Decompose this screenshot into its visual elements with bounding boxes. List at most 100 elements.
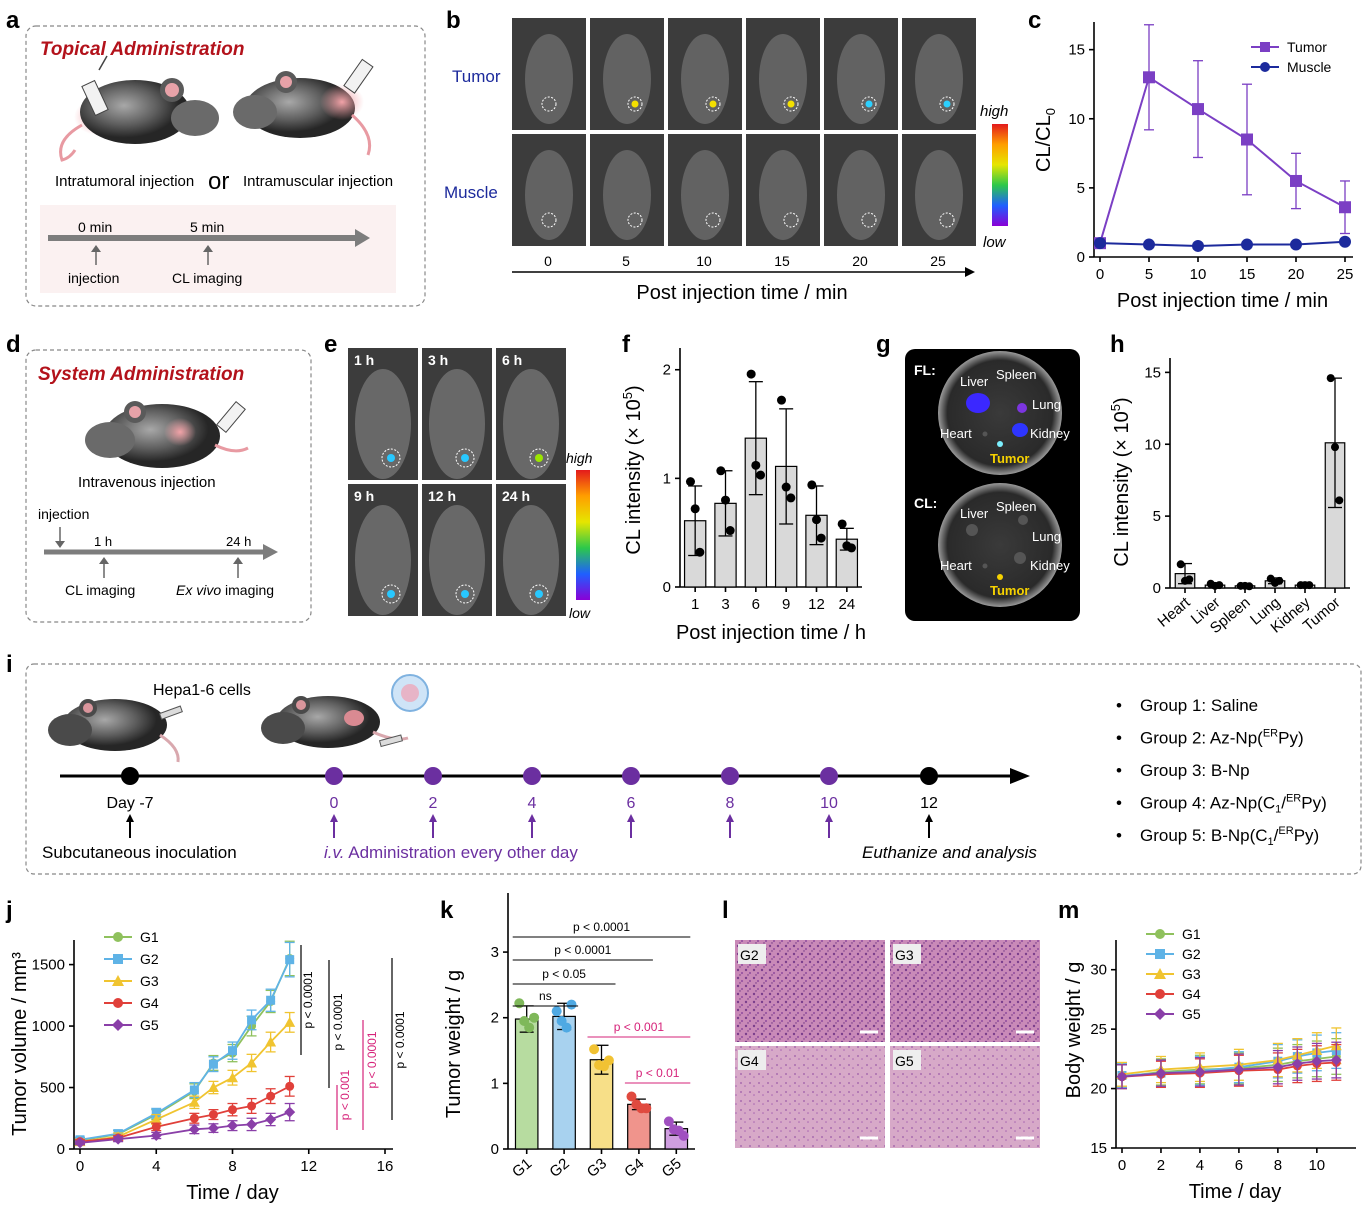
d-event-cl: CL imaging	[65, 582, 135, 598]
e-time-label-3: 9 h	[354, 488, 374, 504]
y-tick-label: 15	[1144, 364, 1161, 381]
replicate-point	[1176, 560, 1185, 569]
cl-signal-spot	[943, 100, 951, 108]
panel-letter-f: f	[622, 331, 631, 358]
replicate-point	[847, 543, 857, 553]
series-line	[79, 1021, 291, 1143]
replicate-point	[589, 1044, 600, 1055]
p-value-annotation: p < 0.05	[542, 967, 586, 981]
y-tick-label: 1500	[32, 957, 65, 974]
dish-fl	[938, 351, 1062, 475]
panel-i-frame	[25, 663, 1362, 875]
event-injection: injection	[68, 270, 119, 286]
roi-circle	[627, 212, 643, 228]
panel-i: Hepa1-6 cells Day -7 0 2 4 6 8 10 12 Subcutaneo…	[25, 663, 1362, 875]
replicate-point	[1245, 582, 1254, 591]
x-tick-label: 10	[1190, 266, 1207, 283]
legend-muscle: Muscle	[1287, 59, 1332, 75]
panel-b: Tumor Muscle high low 0 5 10 15 20 25 Post in…	[444, 18, 1008, 304]
series-g1	[1117, 1038, 1342, 1090]
replicate-point	[1185, 575, 1194, 584]
d-time-24h: 24 h	[226, 534, 251, 549]
chart-j: 0 500 1000 1500 0 4 8 12 16 G1 G2 G3 G4 G5 Time / day T…	[9, 929, 407, 1204]
x-tick-label: 25	[1337, 266, 1354, 283]
panel-d-title: System Administration	[38, 364, 244, 385]
legend-marker	[1260, 62, 1270, 72]
data-point	[1330, 1054, 1342, 1066]
event-inoculation: Subcutaneous inoculation	[42, 843, 237, 862]
series-line	[79, 959, 291, 1141]
x-tick-label: G3	[584, 1155, 610, 1181]
legend-marker	[113, 932, 123, 942]
fl-lung-signal	[1017, 403, 1027, 413]
cl-signal-spot	[709, 100, 717, 108]
replicate-point	[1215, 581, 1224, 590]
panel-a-frame	[25, 25, 426, 307]
time-5-min: 5 min	[190, 219, 224, 235]
data-point	[1192, 103, 1204, 116]
panel-d-frame	[25, 349, 312, 623]
y-tick-label: 2	[663, 362, 671, 379]
cells-label: Hepa1-6 cells	[153, 682, 251, 699]
legend-g3: G3	[1182, 966, 1201, 982]
panel-b-xlabel: Post injection time / min	[636, 282, 847, 304]
panel-letter-g: g	[876, 331, 891, 358]
panel-a: Topical Administration Intratumoral inje…	[25, 25, 426, 307]
legend-g1: G1	[1182, 926, 1201, 942]
roi-circle	[455, 448, 475, 468]
chart-m: 15 20 25 30 0 2 4 6 8 10 G1 G2 G3 G4 G5 Time / day Body …	[1063, 926, 1356, 1203]
timeline-arrow	[355, 229, 370, 247]
roi-circle	[529, 448, 549, 468]
y-tick-label: 0	[663, 579, 671, 596]
panel-d: System Administration Intravenous inject…	[25, 349, 312, 623]
legend-marker	[1154, 1008, 1166, 1020]
data-point	[285, 955, 295, 965]
fl-liver-signal	[966, 393, 990, 413]
data-point	[266, 1091, 276, 1101]
e-time-label-5: 24 h	[502, 488, 530, 504]
data-point	[284, 1016, 296, 1027]
hist-label-g2: G2	[740, 947, 759, 963]
replicate-point	[1335, 496, 1344, 505]
roi-circle	[541, 212, 557, 228]
series-g3	[74, 1011, 296, 1147]
x-tick-label: G1	[509, 1155, 535, 1181]
data-point	[208, 1059, 218, 1069]
roi-circle	[939, 212, 955, 228]
replicate-point	[685, 477, 695, 487]
organ-label-kidney: Kidney	[1030, 558, 1070, 573]
group-bullet: •	[1116, 794, 1122, 813]
mouse-silhouette	[837, 34, 885, 124]
data-point	[1339, 235, 1351, 248]
organ-label-lung: Lung	[1032, 397, 1061, 412]
hist-label-g5: G5	[895, 1053, 914, 1069]
panel-letter-m: m	[1058, 897, 1079, 924]
x-tick-label: 0	[1118, 1157, 1126, 1174]
legend-tumor: Tumor	[1287, 39, 1327, 55]
organ-label-tumor: Tumor	[990, 451, 1029, 466]
panel-letter-l: l	[722, 897, 729, 924]
cl-signal-spot	[461, 454, 469, 462]
mouse-silhouette	[681, 34, 729, 124]
hist-label-g4: G4	[740, 1053, 759, 1069]
organ-label-heart: Heart	[940, 426, 972, 441]
x-tick-label: 3	[721, 596, 729, 613]
replicate-point	[529, 1012, 540, 1023]
data-point	[285, 1081, 295, 1091]
data-point	[1116, 1071, 1128, 1083]
mouse-illustration-iv	[85, 400, 249, 468]
legend-marker	[112, 1019, 124, 1031]
schedule-day-0: Day -7	[106, 795, 153, 812]
panel-letter-c: c	[1028, 7, 1041, 34]
mouse-silhouette	[355, 505, 411, 615]
y-tick-label: 500	[40, 1080, 65, 1097]
series-line	[79, 1085, 291, 1143]
data-point	[246, 1057, 258, 1068]
roi-circle	[381, 584, 401, 604]
roi-circle	[627, 96, 643, 112]
legend-g2: G2	[140, 951, 159, 967]
data-point	[1192, 239, 1204, 252]
replicate-point	[786, 493, 796, 503]
e-colorbar-high: high	[566, 450, 593, 466]
organ-label-spleen: Spleen	[996, 367, 1036, 382]
